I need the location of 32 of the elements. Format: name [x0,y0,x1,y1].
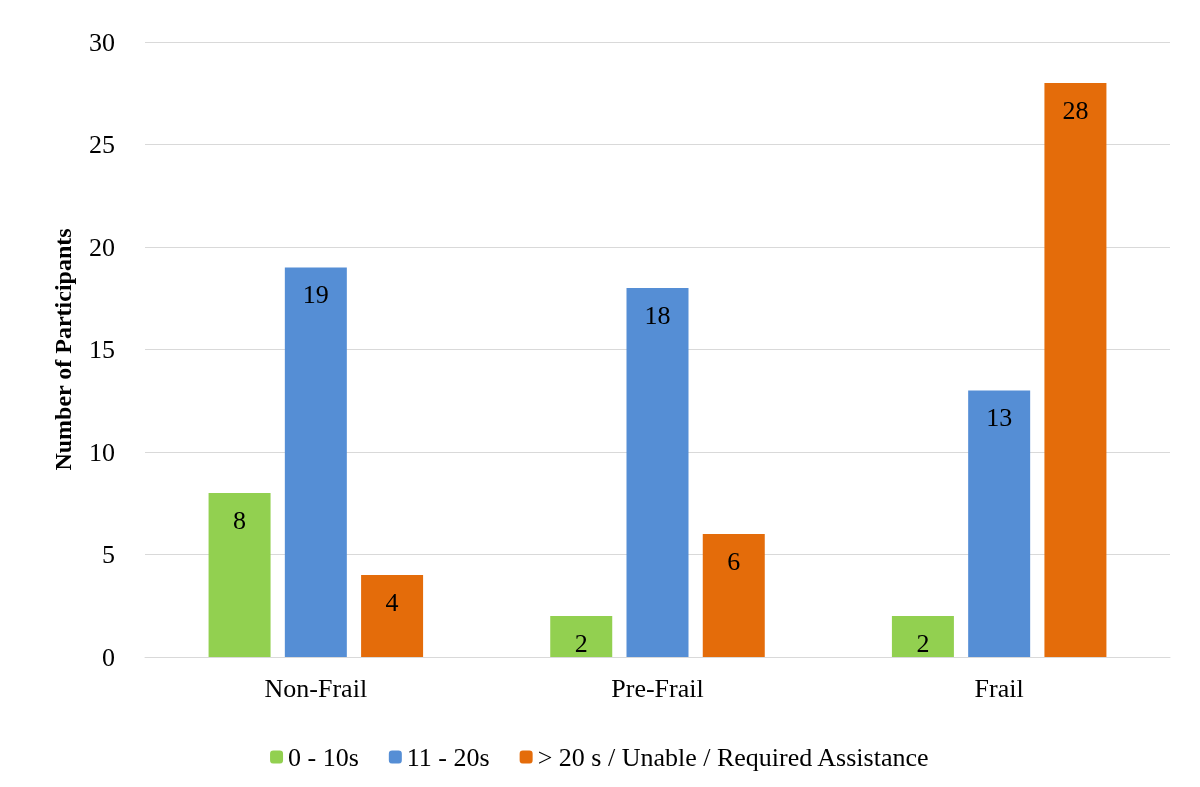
data-label: 8 [233,505,247,535]
data-label: 2 [574,628,588,658]
bar [208,493,271,657]
x-tick-label: Pre-Frail [611,673,704,703]
data-label: 2 [916,628,930,658]
legend-label: 11 - 20s [406,742,490,772]
x-tick-label: Frail [974,673,1024,703]
y-tick-label: 10 [89,437,115,467]
x-tick-label: Non-Frail [264,673,368,703]
data-label: 18 [644,300,671,330]
bar [702,534,765,657]
legend-label: 0 - 10s [288,742,359,772]
data-label: 19 [302,280,329,309]
bar [626,288,689,657]
bar [361,575,424,657]
data-label: 28 [1062,95,1089,125]
data-label: 6 [727,546,741,576]
y-tick-label: 20 [89,232,115,262]
bar [284,267,347,657]
y-tick-label: 5 [102,540,115,569]
data-label: 13 [986,403,1013,432]
y-tick-label: 30 [89,27,115,57]
bar [891,616,954,657]
data-label: 4 [385,587,399,617]
y-axis-title: Number of Participants [50,228,76,471]
bar [1044,83,1107,657]
bar [550,616,613,657]
y-tick-label: 15 [89,335,115,364]
y-tick-label: 0 [102,642,115,672]
y-tick-label: 25 [89,130,115,159]
bar [968,390,1031,657]
legend-label: > 20 s / Unable / Required Assistance [537,742,929,772]
